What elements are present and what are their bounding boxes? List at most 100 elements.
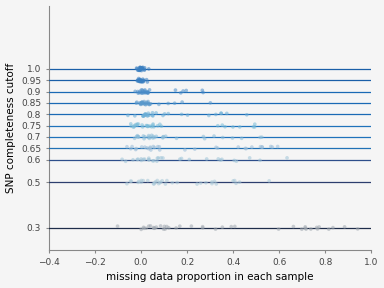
Point: [149, 133, 155, 138]
Point: [184, 113, 190, 118]
Point: [230, 125, 236, 129]
Point: [138, 102, 144, 107]
Point: [135, 91, 141, 96]
Point: [141, 157, 147, 162]
Point: [122, 159, 129, 164]
Point: [151, 158, 157, 163]
Point: [145, 90, 151, 94]
Point: [144, 91, 151, 95]
Point: [152, 226, 158, 231]
Point: [128, 179, 134, 183]
Point: [136, 68, 142, 73]
Point: [139, 68, 145, 73]
Point: [140, 114, 146, 118]
Point: [144, 80, 151, 84]
Point: [235, 145, 241, 149]
Point: [139, 66, 145, 70]
Y-axis label: SNP completeness cutoff: SNP completeness cutoff: [5, 63, 16, 193]
Point: [151, 225, 157, 230]
Point: [133, 146, 139, 151]
Point: [211, 134, 217, 138]
Point: [135, 78, 141, 83]
Point: [142, 111, 148, 116]
Point: [141, 68, 147, 73]
Point: [147, 146, 153, 150]
Point: [157, 180, 164, 184]
Point: [219, 157, 225, 162]
Point: [138, 90, 144, 95]
Point: [212, 227, 218, 231]
Point: [125, 113, 131, 118]
Point: [174, 136, 180, 141]
Point: [141, 226, 147, 231]
Point: [163, 134, 169, 139]
Point: [166, 226, 172, 230]
Point: [214, 146, 220, 150]
Point: [139, 101, 146, 106]
Point: [145, 178, 151, 183]
Point: [134, 134, 140, 139]
Point: [130, 158, 136, 162]
Point: [200, 90, 206, 95]
Point: [150, 144, 156, 149]
Point: [200, 226, 206, 230]
Point: [143, 100, 149, 105]
Point: [139, 101, 145, 105]
Point: [177, 157, 183, 162]
Point: [160, 134, 166, 139]
Point: [145, 111, 151, 115]
Point: [149, 124, 155, 129]
Point: [136, 179, 142, 184]
Point: [179, 100, 185, 104]
Point: [314, 227, 321, 231]
Point: [183, 88, 189, 93]
Point: [224, 111, 230, 116]
Point: [146, 146, 152, 151]
Point: [139, 66, 145, 70]
Point: [131, 124, 137, 129]
Point: [146, 67, 152, 71]
Point: [134, 100, 140, 105]
Point: [144, 101, 151, 105]
Point: [142, 90, 148, 94]
Point: [152, 180, 158, 185]
Point: [142, 157, 148, 162]
Point: [135, 134, 141, 139]
Point: [162, 111, 168, 116]
Point: [137, 67, 144, 72]
Point: [200, 224, 206, 229]
Point: [137, 89, 143, 94]
Point: [140, 134, 146, 138]
Point: [138, 227, 144, 232]
Point: [202, 137, 208, 141]
Point: [136, 78, 142, 83]
Point: [137, 65, 143, 70]
Point: [151, 181, 157, 186]
Point: [247, 156, 253, 160]
Point: [138, 101, 144, 106]
Point: [127, 179, 134, 183]
Point: [142, 89, 148, 93]
Point: [142, 103, 149, 107]
Point: [141, 99, 147, 104]
Point: [147, 101, 154, 106]
Point: [156, 145, 162, 149]
Point: [150, 113, 156, 118]
Point: [222, 124, 228, 129]
Point: [160, 113, 166, 118]
Point: [151, 181, 157, 186]
Point: [146, 224, 152, 228]
Point: [149, 113, 156, 118]
Point: [188, 224, 194, 228]
Point: [141, 67, 147, 72]
Point: [152, 179, 159, 184]
Point: [134, 157, 140, 162]
Point: [139, 145, 145, 149]
Point: [177, 224, 183, 228]
Point: [132, 89, 138, 94]
Point: [139, 79, 145, 84]
Point: [137, 79, 143, 84]
Point: [228, 224, 234, 229]
Point: [145, 91, 151, 95]
Point: [140, 101, 146, 105]
